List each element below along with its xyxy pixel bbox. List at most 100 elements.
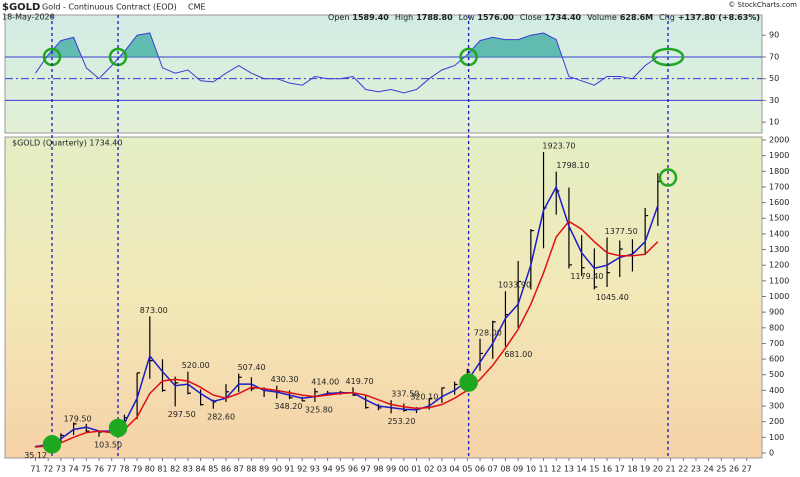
x-tick-label: 18 <box>627 465 637 474</box>
quote-value: 1788.80 <box>416 13 453 22</box>
price-label: 1377.50 <box>605 227 638 236</box>
y-tick-label: 1500 <box>769 214 789 223</box>
price-panel <box>4 136 763 459</box>
highlight-circle <box>658 168 678 187</box>
y-tick-label: 800 <box>769 323 784 332</box>
y-tick-label: 2000 <box>769 136 789 145</box>
x-tick-label: 95 <box>335 465 345 474</box>
x-tick-label: 14 <box>577 465 587 474</box>
x-tick-label: 03 <box>437 465 447 474</box>
x-tick-label: 17 <box>615 465 625 474</box>
x-tick-label: 11 <box>538 465 548 474</box>
symbol: $GOLD <box>2 2 40 13</box>
x-tick-label: 80 <box>145 465 155 474</box>
y-tick-label: 1400 <box>769 229 789 238</box>
y-tick-label: 70 <box>769 52 779 61</box>
x-tick-label: 82 <box>170 465 180 474</box>
x-tick-label: 23 <box>691 465 701 474</box>
x-tick-label: 26 <box>729 465 739 474</box>
x-tick-label: 09 <box>513 465 523 474</box>
x-tick-label: 87 <box>234 465 244 474</box>
x-tick-label: 96 <box>348 465 358 474</box>
x-tick-label: 98 <box>373 465 383 474</box>
x-tick-label: 92 <box>297 465 307 474</box>
x-tick-label: 88 <box>246 465 256 474</box>
x-tick-label: 90 <box>272 465 282 474</box>
x-tick-label: 93 <box>310 465 320 474</box>
quote: Open 1589.40 High 1788.80 Low 1576.00 Close 173… <box>328 13 760 22</box>
x-tick-label: 71 <box>30 465 40 474</box>
x-tick-label: 06 <box>475 465 485 474</box>
x-tick-label: 00 <box>399 465 409 474</box>
y-tick-label: 30 <box>769 96 779 105</box>
rsi-line <box>35 32 659 94</box>
exchange: CME <box>188 3 206 12</box>
x-tick-label: 86 <box>221 465 231 474</box>
y-tick-label: 900 <box>769 308 784 317</box>
y-tick-label: 200 <box>769 417 784 426</box>
quote-value: 1576.00 <box>477 13 514 22</box>
price-label: 320.10 <box>410 392 438 401</box>
price-label: 325.80 <box>305 406 333 415</box>
price-label: 253.20 <box>387 417 415 426</box>
price-label: 179.50 <box>64 414 92 423</box>
quote-label: Low <box>459 13 475 22</box>
x-tick-label: 83 <box>183 465 193 474</box>
x-tick-label: 84 <box>196 465 206 474</box>
x-tick-label: 75 <box>81 465 91 474</box>
panel-label: $GOLD (Quarterly) 1734.40 <box>12 139 122 148</box>
x-tick-label: 77 <box>107 465 117 474</box>
quote-value: 1734.40 <box>545 13 582 22</box>
x-tick-label: 19 <box>640 465 650 474</box>
y-tick-label: 100 <box>769 433 784 442</box>
y-tick-label: 1300 <box>769 245 789 254</box>
x-tick-label: 79 <box>132 465 142 474</box>
y-tick-label: 0 <box>769 448 774 457</box>
x-tick-label: 08 <box>500 465 510 474</box>
x-tick-label: 01 <box>411 465 421 474</box>
y-tick-label: 10 <box>769 118 779 127</box>
highlight-circle <box>459 373 478 392</box>
x-tick-label: 05 <box>462 465 472 474</box>
x-tick-label: 91 <box>284 465 294 474</box>
quote-label: Chg <box>659 13 675 22</box>
price-label: 348.20 <box>274 402 302 411</box>
x-tick-label: 81 <box>157 465 167 474</box>
price-label: 520.00 <box>182 361 210 370</box>
rsi-area <box>46 33 658 57</box>
price-label: 873.00 <box>140 306 168 315</box>
quote-label: Volume <box>587 13 617 22</box>
highlight-circle <box>42 435 62 454</box>
x-tick-label: 20 <box>653 465 663 474</box>
highlight-circle <box>108 418 128 438</box>
x-tick-label: 07 <box>488 465 498 474</box>
y-tick-label: 1900 <box>769 151 789 160</box>
x-tick-label: 12 <box>551 465 561 474</box>
x-tick-label: 76 <box>94 465 104 474</box>
y-tick-label: 90 <box>769 31 779 40</box>
x-tick-label: 85 <box>208 465 218 474</box>
price-label: 1179.40 <box>570 272 603 281</box>
x-tick-label: 24 <box>704 465 714 474</box>
x-tick-label: 73 <box>56 465 66 474</box>
x-tick-label: 21 <box>665 465 675 474</box>
x-tick-label: 04 <box>450 465 460 474</box>
y-tick-label: 1200 <box>769 261 789 270</box>
price-label: 337.50 <box>391 390 419 399</box>
y-tick-label: 1100 <box>769 276 789 285</box>
y-tick-label: 700 <box>769 339 784 348</box>
x-tick-label: 13 <box>564 465 574 474</box>
x-tick-label: 22 <box>678 465 688 474</box>
y-tick-label: 500 <box>769 370 784 379</box>
quote-value: +137.80 (+8.63%) <box>678 13 760 22</box>
y-tick-label: 600 <box>769 355 784 364</box>
x-tick-label: 78 <box>119 465 129 474</box>
price-label: 419.70 <box>346 377 374 386</box>
price-label: 35.12 <box>24 451 47 460</box>
price-label: 681.00 <box>504 350 532 359</box>
y-tick-label: 50 <box>769 74 779 83</box>
moving-average <box>35 220 659 448</box>
x-tick-label: 94 <box>323 465 333 474</box>
x-tick-label: 72 <box>43 465 53 474</box>
